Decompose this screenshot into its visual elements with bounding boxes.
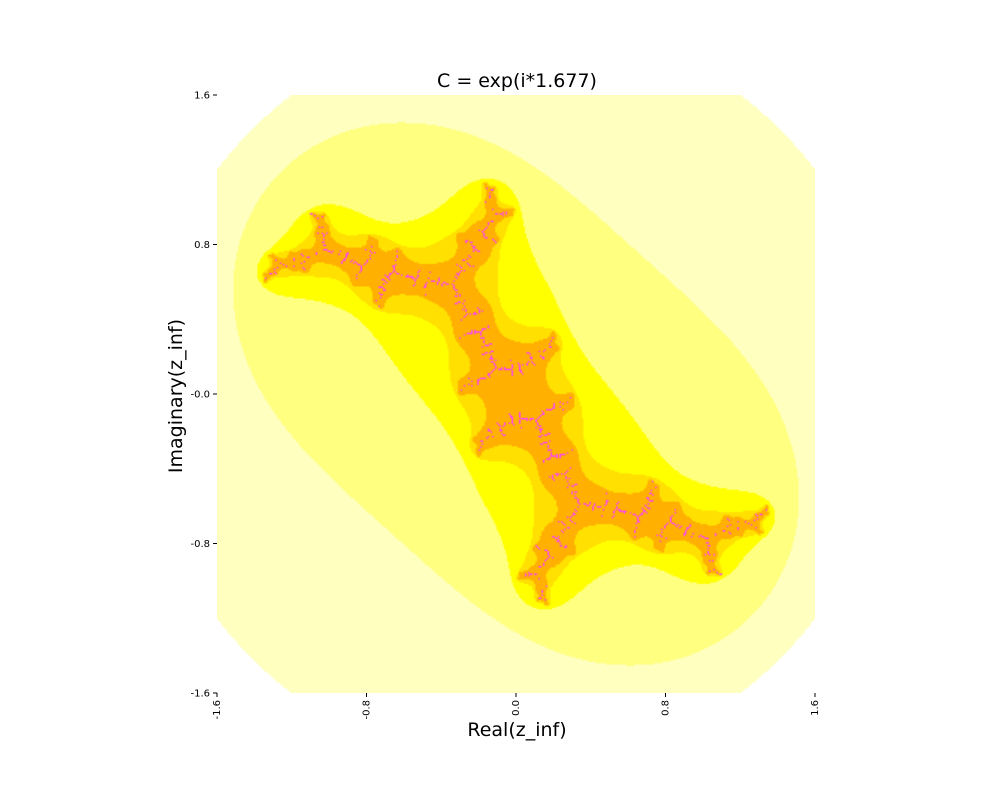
y-tick-label: -0.0 [190, 390, 210, 401]
julia-set-image [217, 95, 815, 693]
x-tick-label: -0.8 [362, 700, 373, 720]
y-axis-label: Imaginary(z_inf) [165, 318, 187, 474]
x-tick-label: -1.6 [212, 700, 223, 720]
y-tick-label: -1.6 [190, 689, 210, 700]
chart-title: C = exp(i*1.677) [437, 70, 597, 92]
x-tick-label: 1.6 [810, 700, 821, 716]
axes: -1.6 -0.8 0.0 0.8 1.6 1.6 0.8 -0.0 -0.8 -1.6 [190, 91, 821, 720]
y-tick-label: 0.8 [194, 240, 210, 251]
x-tick-label: 0.8 [661, 700, 672, 716]
x-axis-label: Real(z_inf) [467, 719, 567, 741]
y-tick-label: -0.8 [190, 539, 210, 550]
y-tick-label: 1.6 [194, 91, 210, 102]
x-tick-label: 0.0 [511, 700, 522, 716]
